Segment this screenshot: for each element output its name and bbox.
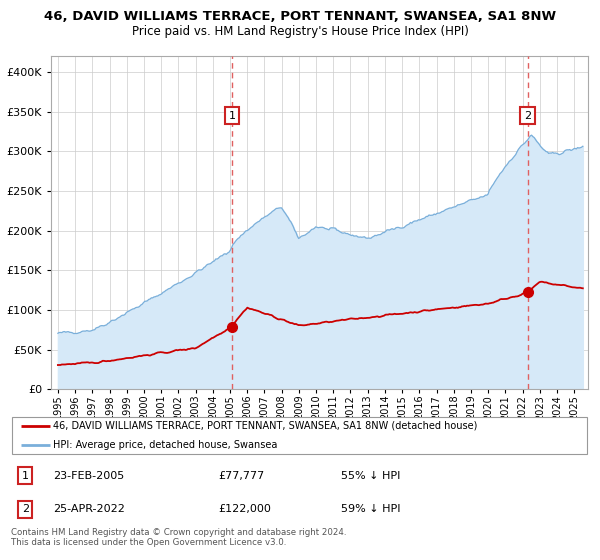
Text: 59% ↓ HPI: 59% ↓ HPI (341, 504, 400, 514)
Text: 2: 2 (22, 504, 29, 514)
Text: 1: 1 (22, 471, 29, 481)
Text: 23-FEB-2005: 23-FEB-2005 (53, 471, 124, 481)
Text: 55% ↓ HPI: 55% ↓ HPI (341, 471, 400, 481)
Text: 1: 1 (229, 110, 236, 120)
Text: £77,777: £77,777 (218, 471, 265, 481)
Text: Contains HM Land Registry data © Crown copyright and database right 2024.
This d: Contains HM Land Registry data © Crown c… (11, 528, 346, 547)
FancyBboxPatch shape (12, 417, 587, 454)
Text: 46, DAVID WILLIAMS TERRACE, PORT TENNANT, SWANSEA, SA1 8NW: 46, DAVID WILLIAMS TERRACE, PORT TENNANT… (44, 10, 556, 23)
Text: Price paid vs. HM Land Registry's House Price Index (HPI): Price paid vs. HM Land Registry's House … (131, 25, 469, 38)
Text: 25-APR-2022: 25-APR-2022 (53, 504, 125, 514)
Text: HPI: Average price, detached house, Swansea: HPI: Average price, detached house, Swan… (53, 440, 277, 450)
Text: 2: 2 (524, 110, 532, 120)
Text: £122,000: £122,000 (218, 504, 271, 514)
Text: 46, DAVID WILLIAMS TERRACE, PORT TENNANT, SWANSEA, SA1 8NW (detached house): 46, DAVID WILLIAMS TERRACE, PORT TENNANT… (53, 421, 477, 431)
